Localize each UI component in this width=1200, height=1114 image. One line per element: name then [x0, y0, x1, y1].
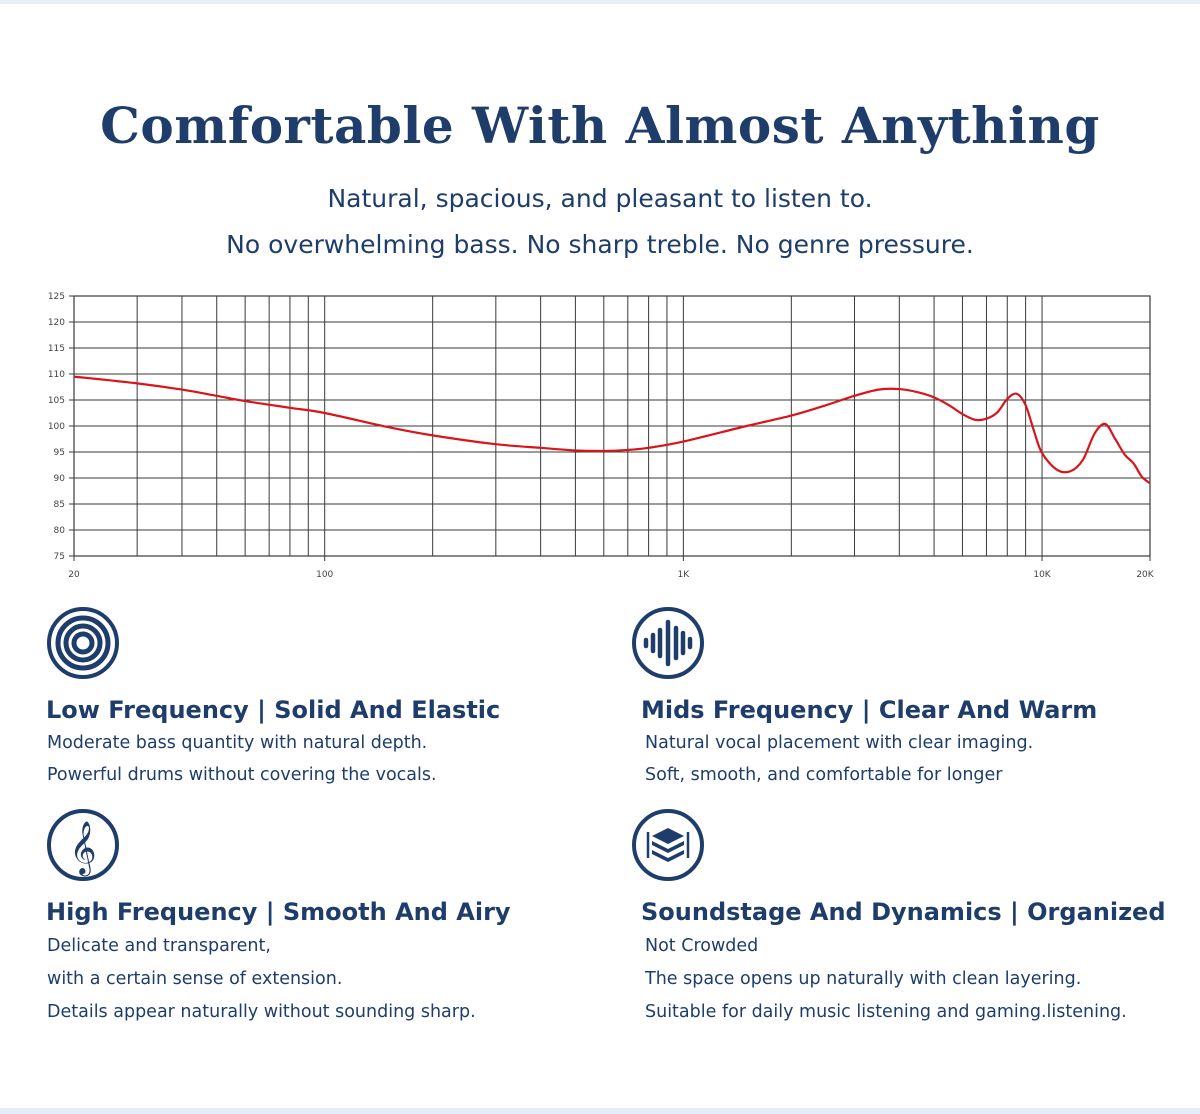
treble-clef-icon: 𝄞	[47, 809, 119, 881]
bottom-band	[0, 1108, 1200, 1114]
feature-title: Mids Frequency | Clear And Warm	[641, 696, 1098, 724]
feature-text-line: Powerful drums without covering the voca…	[47, 765, 437, 785]
y-tick-label: 100	[48, 422, 65, 432]
x-tick-label: 20	[68, 570, 80, 580]
y-tick-label: 75	[54, 552, 65, 562]
x-tick-label: 10K	[1033, 570, 1051, 580]
plot-border	[73, 295, 1151, 557]
feature-soundstage: Soundstage And Dynamics | Organized Not …	[630, 808, 1195, 1038]
feature-mids-frequency: Mids Frequency | Clear And Warm Natural …	[630, 606, 1190, 796]
feature-title: Low Frequency | Solid And Elastic	[46, 696, 501, 724]
feature-text-line: Details appear naturally without soundin…	[47, 1002, 476, 1022]
sound-wave-icon	[632, 607, 704, 679]
feature-text-line: Delicate and transparent,	[47, 936, 271, 956]
feature-text-line: The space opens up naturally with clean …	[645, 969, 1082, 989]
x-tick-label: 100	[316, 570, 333, 580]
subtitle-line-1: Natural, spacious, and pleasant to liste…	[327, 184, 873, 213]
x-tick-label: 1K	[678, 570, 691, 580]
concentric-circles-icon	[47, 607, 119, 679]
feature-text-line: Natural vocal placement with clear imagi…	[645, 733, 1034, 753]
top-band	[0, 0, 1200, 4]
y-tick-label: 90	[54, 474, 66, 484]
x-tick-label: 20K	[1136, 570, 1154, 580]
page-title: Comfortable With Almost Anything	[100, 96, 1100, 155]
feature-text-line: with a certain sense of extension.	[47, 969, 343, 989]
y-tick-label: 85	[54, 500, 65, 510]
feature-title: High Frequency | Smooth And Airy	[46, 898, 511, 926]
frequency-response-chart: 75 80 85 90 95 100 105 110 115 120 125 20 100 1K 10K 20…	[48, 292, 1155, 580]
feature-title: Soundstage And Dynamics | Organized	[641, 898, 1166, 926]
frequency-response-line	[73, 375, 1151, 485]
y-tick-label: 125	[48, 292, 65, 302]
feature-text-line: Suitable for daily music listening and g…	[645, 1002, 1127, 1022]
y-tick-label: 115	[48, 344, 65, 354]
layers-icon	[632, 809, 704, 881]
feature-high-frequency: 𝄞 High Frequency | Smooth And Airy Delic…	[46, 808, 606, 1038]
feature-text-line: Moderate bass quantity with natural dept…	[47, 733, 428, 753]
y-tick-label: 120	[48, 318, 65, 328]
feature-low-frequency: Low Frequency | Solid And Elastic Modera…	[46, 606, 606, 796]
y-tick-label: 95	[54, 448, 65, 458]
y-tick-label: 105	[48, 396, 65, 406]
subtitle-line-2: No overwhelming bass. No sharp treble. N…	[226, 230, 974, 259]
y-tick-label: 110	[48, 370, 65, 380]
svg-text:𝄞: 𝄞	[69, 820, 96, 876]
feature-text-line: Soft, smooth, and comfortable for longer	[645, 765, 1003, 785]
feature-text-line: Not Crowded	[645, 936, 759, 956]
y-tick-label: 80	[54, 526, 66, 536]
